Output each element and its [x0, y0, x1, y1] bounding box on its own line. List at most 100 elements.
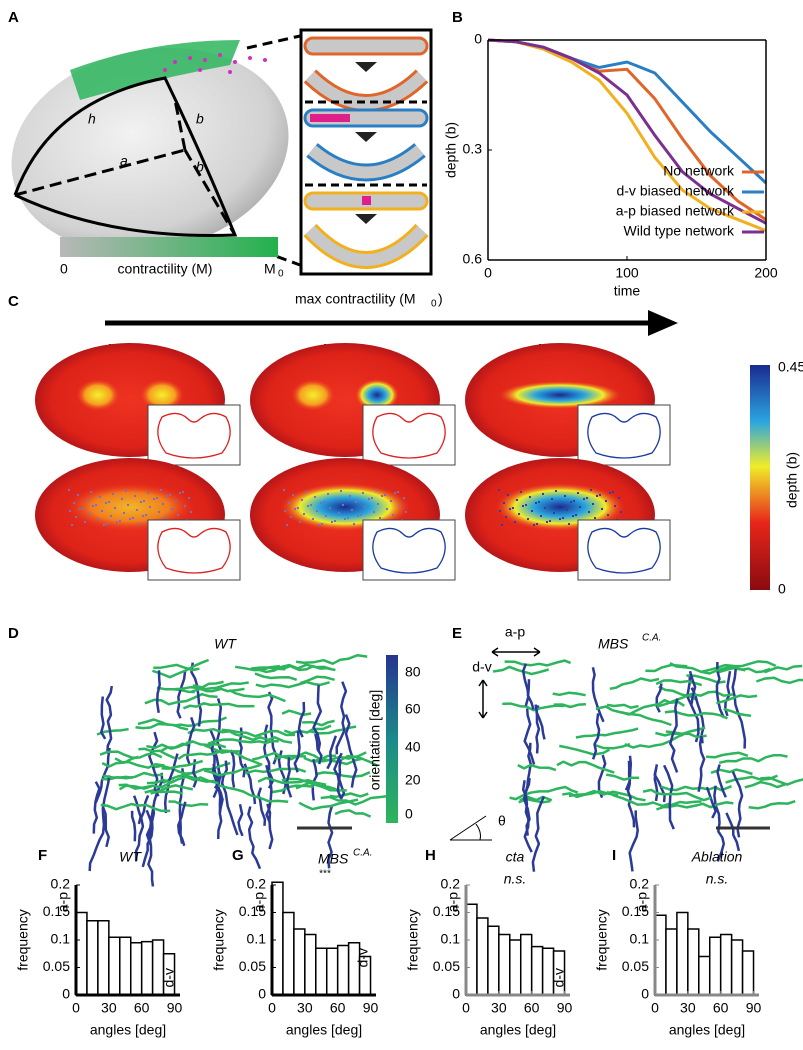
- network-dot: [529, 496, 531, 498]
- network-dot: [607, 514, 609, 516]
- fiber: [155, 670, 161, 713]
- network-dot: [188, 497, 190, 499]
- network-dot: [536, 523, 538, 525]
- fiber: [662, 764, 675, 830]
- bar: [465, 903, 478, 996]
- fiber: [257, 776, 327, 786]
- fiber: [161, 759, 204, 770]
- x-tick-label: 0: [484, 265, 492, 281]
- inset-box: [362, 404, 456, 466]
- network-dot: [147, 492, 149, 494]
- panel-label: I: [612, 847, 616, 864]
- network-dot: [329, 507, 331, 509]
- fiber: [705, 786, 717, 819]
- fiber: [655, 731, 707, 739]
- fiber: [335, 681, 348, 755]
- panel-label: C: [8, 293, 19, 310]
- fiber: [591, 667, 605, 723]
- fiber: [626, 760, 636, 828]
- colorbar-label: 0: [405, 806, 413, 822]
- fiber: [492, 665, 550, 676]
- network-dot: [564, 495, 566, 497]
- network-dot: [75, 516, 77, 518]
- network-dot: [321, 523, 323, 525]
- network-dot: [349, 495, 351, 497]
- fiber: [295, 781, 337, 791]
- fiber: [314, 771, 371, 779]
- bar: [519, 933, 533, 996]
- panel-label: H: [425, 847, 436, 864]
- x-tick-label: 30: [680, 1000, 696, 1016]
- inset-shape: [372, 412, 446, 459]
- bar: [498, 933, 511, 996]
- fiber: [716, 694, 758, 705]
- network-dot: [601, 508, 603, 510]
- network-dot: [357, 515, 359, 517]
- depth-spot: [498, 381, 622, 409]
- chart: No network d-v biased network a-p biased n…: [443, 31, 778, 299]
- y-axis-label: frequency: [211, 909, 227, 970]
- network-dot: [103, 524, 105, 526]
- x-axis-label: angles [deg]: [90, 1022, 166, 1038]
- network-dot: [620, 511, 622, 513]
- network-dot: [129, 518, 131, 520]
- network-dot: [540, 515, 542, 517]
- network-dot: [312, 518, 314, 520]
- network-dot: [69, 510, 71, 512]
- network-dot: [336, 498, 338, 500]
- fiber: [135, 722, 189, 731]
- network-dot: [105, 502, 107, 504]
- network-dot: [323, 501, 325, 503]
- fiber: [653, 764, 659, 802]
- y-axis-label: depth (b): [443, 122, 459, 178]
- network-dot: [397, 491, 399, 493]
- charts: No network d-v biased network a-p biased n…: [15, 31, 778, 1038]
- network-dot: [123, 512, 125, 514]
- network-dot: [316, 510, 318, 512]
- x-tick-label: 100: [615, 265, 639, 281]
- y-tick-label: 0.1: [630, 931, 650, 947]
- network-dot: [586, 497, 588, 499]
- network-dot: [533, 524, 535, 526]
- network-dot: [114, 507, 116, 509]
- line-series: [487, 38, 767, 225]
- annotation: a-p: [445, 892, 461, 912]
- network-dot: [138, 523, 140, 525]
- network-dot: [86, 499, 88, 501]
- network-dot: [158, 511, 160, 513]
- bar: [698, 955, 711, 996]
- network-dot: [498, 489, 500, 491]
- network-dot: [143, 500, 145, 502]
- fiber: [295, 654, 368, 665]
- fiber: [591, 713, 601, 760]
- x-axis-label: angles [deg]: [669, 1022, 745, 1038]
- bar: [487, 925, 500, 996]
- bar: [108, 936, 121, 996]
- network-dot: [390, 500, 392, 502]
- bar: [530, 945, 544, 996]
- network-dot: [92, 505, 94, 507]
- x-tick-label: 60: [134, 1000, 150, 1016]
- fiber: [217, 783, 289, 804]
- network-dot: [575, 514, 577, 516]
- fiber: [150, 784, 194, 795]
- panel-label: A: [8, 9, 19, 26]
- y-tick-label: 0.3: [463, 141, 483, 157]
- network-dot: [127, 504, 129, 506]
- y-tick-label: 0.2: [247, 876, 267, 892]
- fiber: [221, 728, 296, 738]
- fiber: [723, 707, 752, 717]
- y-tick-label: 0.15: [43, 903, 70, 919]
- network-dot: [503, 502, 505, 504]
- network-dot: [90, 491, 92, 493]
- network-dot: [535, 502, 537, 504]
- network-dot: [573, 500, 575, 502]
- network-dot: [594, 517, 596, 519]
- panel-e: MBS C.A. a-p d-v θ: [449, 624, 803, 872]
- x-tick-label: 90: [557, 1000, 573, 1016]
- colorbar-label: 0: [60, 261, 68, 277]
- chart: angles [deg] frequency WT a-p d-v 0 30 60 90 0 0.0…: [15, 849, 183, 1038]
- y-tick-label: 0: [62, 986, 70, 1002]
- fiber: [606, 703, 639, 709]
- network-dot: [577, 492, 579, 494]
